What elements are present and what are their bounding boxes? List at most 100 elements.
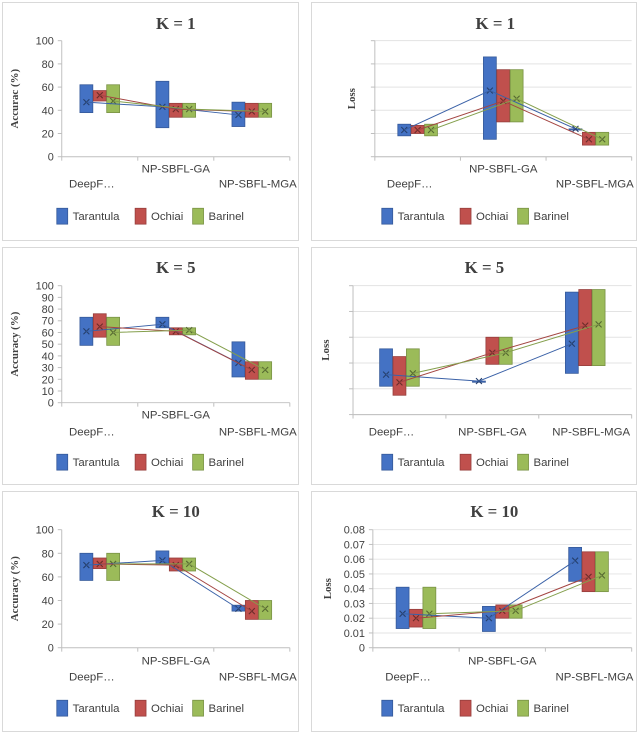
legend-swatch-tarantula: [381, 453, 394, 471]
legend-label-barinel: Barinel: [209, 211, 244, 223]
y-tick-label: 10: [42, 386, 54, 398]
y-tick-label: 0: [48, 152, 54, 164]
mean-marker-barinel-2: [261, 366, 269, 374]
y-tick-label: 80: [42, 59, 54, 71]
legend-swatch-ochiai: [459, 699, 472, 717]
x-category-label: NP-SBFL-MGA: [552, 426, 630, 438]
legend-label-ochiai: Ochiai: [151, 211, 183, 223]
y-tick-label: 40: [42, 351, 54, 363]
y-tick-label: 100: [36, 281, 54, 293]
legend-swatch-ochiai: [459, 207, 472, 225]
y-tick-label: 20: [42, 374, 54, 386]
legend-swatch-tarantula: [381, 699, 394, 717]
y-tick-label: 60: [42, 82, 54, 94]
box-tarantula-0: [379, 348, 393, 387]
y-tick-label: 70: [42, 316, 54, 328]
chart-panel-k10-accuracy: K = 10 Accuracy (%) 0 20 40 60 80 100 DeepF… NP-S…: [2, 491, 299, 732]
box-tarantula-1: [483, 56, 497, 140]
mean-line: [417, 100, 590, 140]
legend-swatch-ochiai: [134, 699, 147, 717]
box-ochiai-1: [168, 102, 183, 118]
box-ochiai-1: [496, 69, 511, 123]
mean-line: [430, 98, 603, 140]
box-tarantula-1: [155, 80, 170, 129]
box-tarantula-0: [79, 84, 94, 114]
legend-swatch-barinel: [192, 453, 204, 471]
box-tarantula-1: [155, 316, 170, 329]
y-tick-label: 40: [42, 105, 54, 117]
chart-title: K = 5: [465, 258, 505, 277]
chart-panel-k1-accuracy: K = 1 Accurac (%) 0 20 40 60 80 100 DeepF… NP-SBF…: [2, 2, 299, 241]
y-tick-label: 0.03: [344, 598, 365, 610]
mean-line: [113, 329, 266, 371]
chart-k5-loss: K = 5 Loss DeepF… NP-SBFL-GA NP-SBFL-MGA Tara…: [320, 258, 633, 471]
mean-line: [429, 574, 603, 615]
chart-title: K = 10: [470, 502, 518, 521]
y-tick-label: 0: [48, 398, 54, 410]
y-tick-label: 0.07: [344, 539, 365, 551]
box-barinel-1: [509, 69, 524, 123]
chart-panel-k5-accuracy: K = 5 Accuracy (%) 0 10 20 30 40 50 60 70 80 90 100 D…: [2, 247, 299, 485]
box-ochiai-0: [92, 313, 107, 338]
legend-label-tarantula: Tarantula: [73, 211, 121, 223]
legend-swatch-barinel: [517, 453, 529, 471]
legend-label-tarantula: Tarantula: [73, 457, 121, 469]
legend-label-barinel: Barinel: [533, 211, 568, 223]
chart-k1-loss: K = 1 Loss DeepF… NP-SBFL-GA NP-SBFL-MGA Tara…: [346, 14, 634, 225]
legend-swatch-barinel: [192, 207, 204, 225]
x-category-label: DeepF…: [387, 178, 433, 190]
x-category-label: NP-SBFL-GA: [142, 656, 211, 668]
x-category-label: NP-SBFL-MGA: [219, 671, 297, 683]
box-barinel-0: [106, 552, 120, 581]
legend-label-barinel: Barinel: [533, 457, 568, 469]
x-category-label: DeepF…: [69, 671, 115, 683]
y-tick-label: 40: [42, 595, 54, 607]
mean-marker-barinel-0: [109, 329, 117, 336]
mean-line: [412, 323, 599, 374]
box-barinel-2: [591, 289, 606, 366]
legend-swatch-barinel: [517, 699, 529, 717]
legend-swatch-tarantula: [381, 207, 394, 225]
y-tick-label: 20: [42, 619, 54, 631]
mean-line: [402, 560, 576, 619]
y-tick-label: 60: [42, 572, 54, 584]
y-tick-label: 100: [36, 525, 54, 537]
y-axis-label: Accuracy (%): [9, 556, 21, 621]
y-axis-label: Loss: [346, 88, 358, 109]
box-barinel-2: [595, 551, 609, 593]
box-tarantula-2: [568, 546, 582, 582]
mean-marker-ochiai-0: [396, 379, 403, 386]
chart-title: K = 1: [156, 14, 196, 33]
y-axis-label: Loss: [320, 340, 332, 361]
legend-label-ochiai: Ochiai: [476, 457, 508, 469]
y-axis-label: Accuracy (%): [9, 311, 21, 376]
x-category-label: NP-SBFL-MGA: [556, 178, 634, 190]
x-category-label: NP-SBFL-GA: [458, 426, 527, 438]
mean-marker-barinel-2: [261, 605, 269, 613]
x-category-label: DeepF…: [69, 426, 115, 438]
y-tick-label: 0.06: [344, 554, 365, 566]
box-tarantula-0: [395, 586, 410, 629]
chart-panel-k10-loss: K = 10 Loss 0 0.01 0.02 0.03 0.04 0.05 0.06 0.07 0…: [311, 491, 637, 732]
box-ochiai-1: [485, 336, 500, 365]
box-barinel-1: [498, 336, 513, 365]
box-ochiai-2: [581, 551, 596, 593]
y-tick-label: 30: [42, 363, 54, 375]
legend-label-tarantula: Tarantula: [398, 703, 446, 715]
chart-k1-accuracy: K = 1 Accurac (%) 0 20 40 60 80 100 DeepF… NP-SBF…: [9, 14, 297, 225]
box-tarantula-2: [231, 341, 246, 378]
legend-swatch-barinel: [517, 207, 529, 225]
legend-label-barinel: Barinel: [209, 703, 244, 715]
legend-swatch-ochiai: [134, 453, 147, 471]
legend-label-tarantula: Tarantula: [73, 703, 121, 715]
legend-swatch-ochiai: [459, 453, 472, 471]
y-axis-label: Accurac (%): [9, 69, 21, 129]
mean-marker-tarantula-2: [235, 111, 242, 119]
box-barinel-1: [182, 327, 197, 336]
box-ochiai-2: [244, 102, 259, 118]
y-tick-label: 0.02: [344, 613, 365, 625]
legend-label-ochiai: Ochiai: [476, 211, 508, 223]
box-tarantula-0: [79, 552, 94, 581]
y-tick-label: 20: [42, 128, 54, 140]
chart-k10-loss: K = 10 Loss 0 0.01 0.02 0.03 0.04 0.05 0.06 0.07 0…: [322, 502, 634, 717]
